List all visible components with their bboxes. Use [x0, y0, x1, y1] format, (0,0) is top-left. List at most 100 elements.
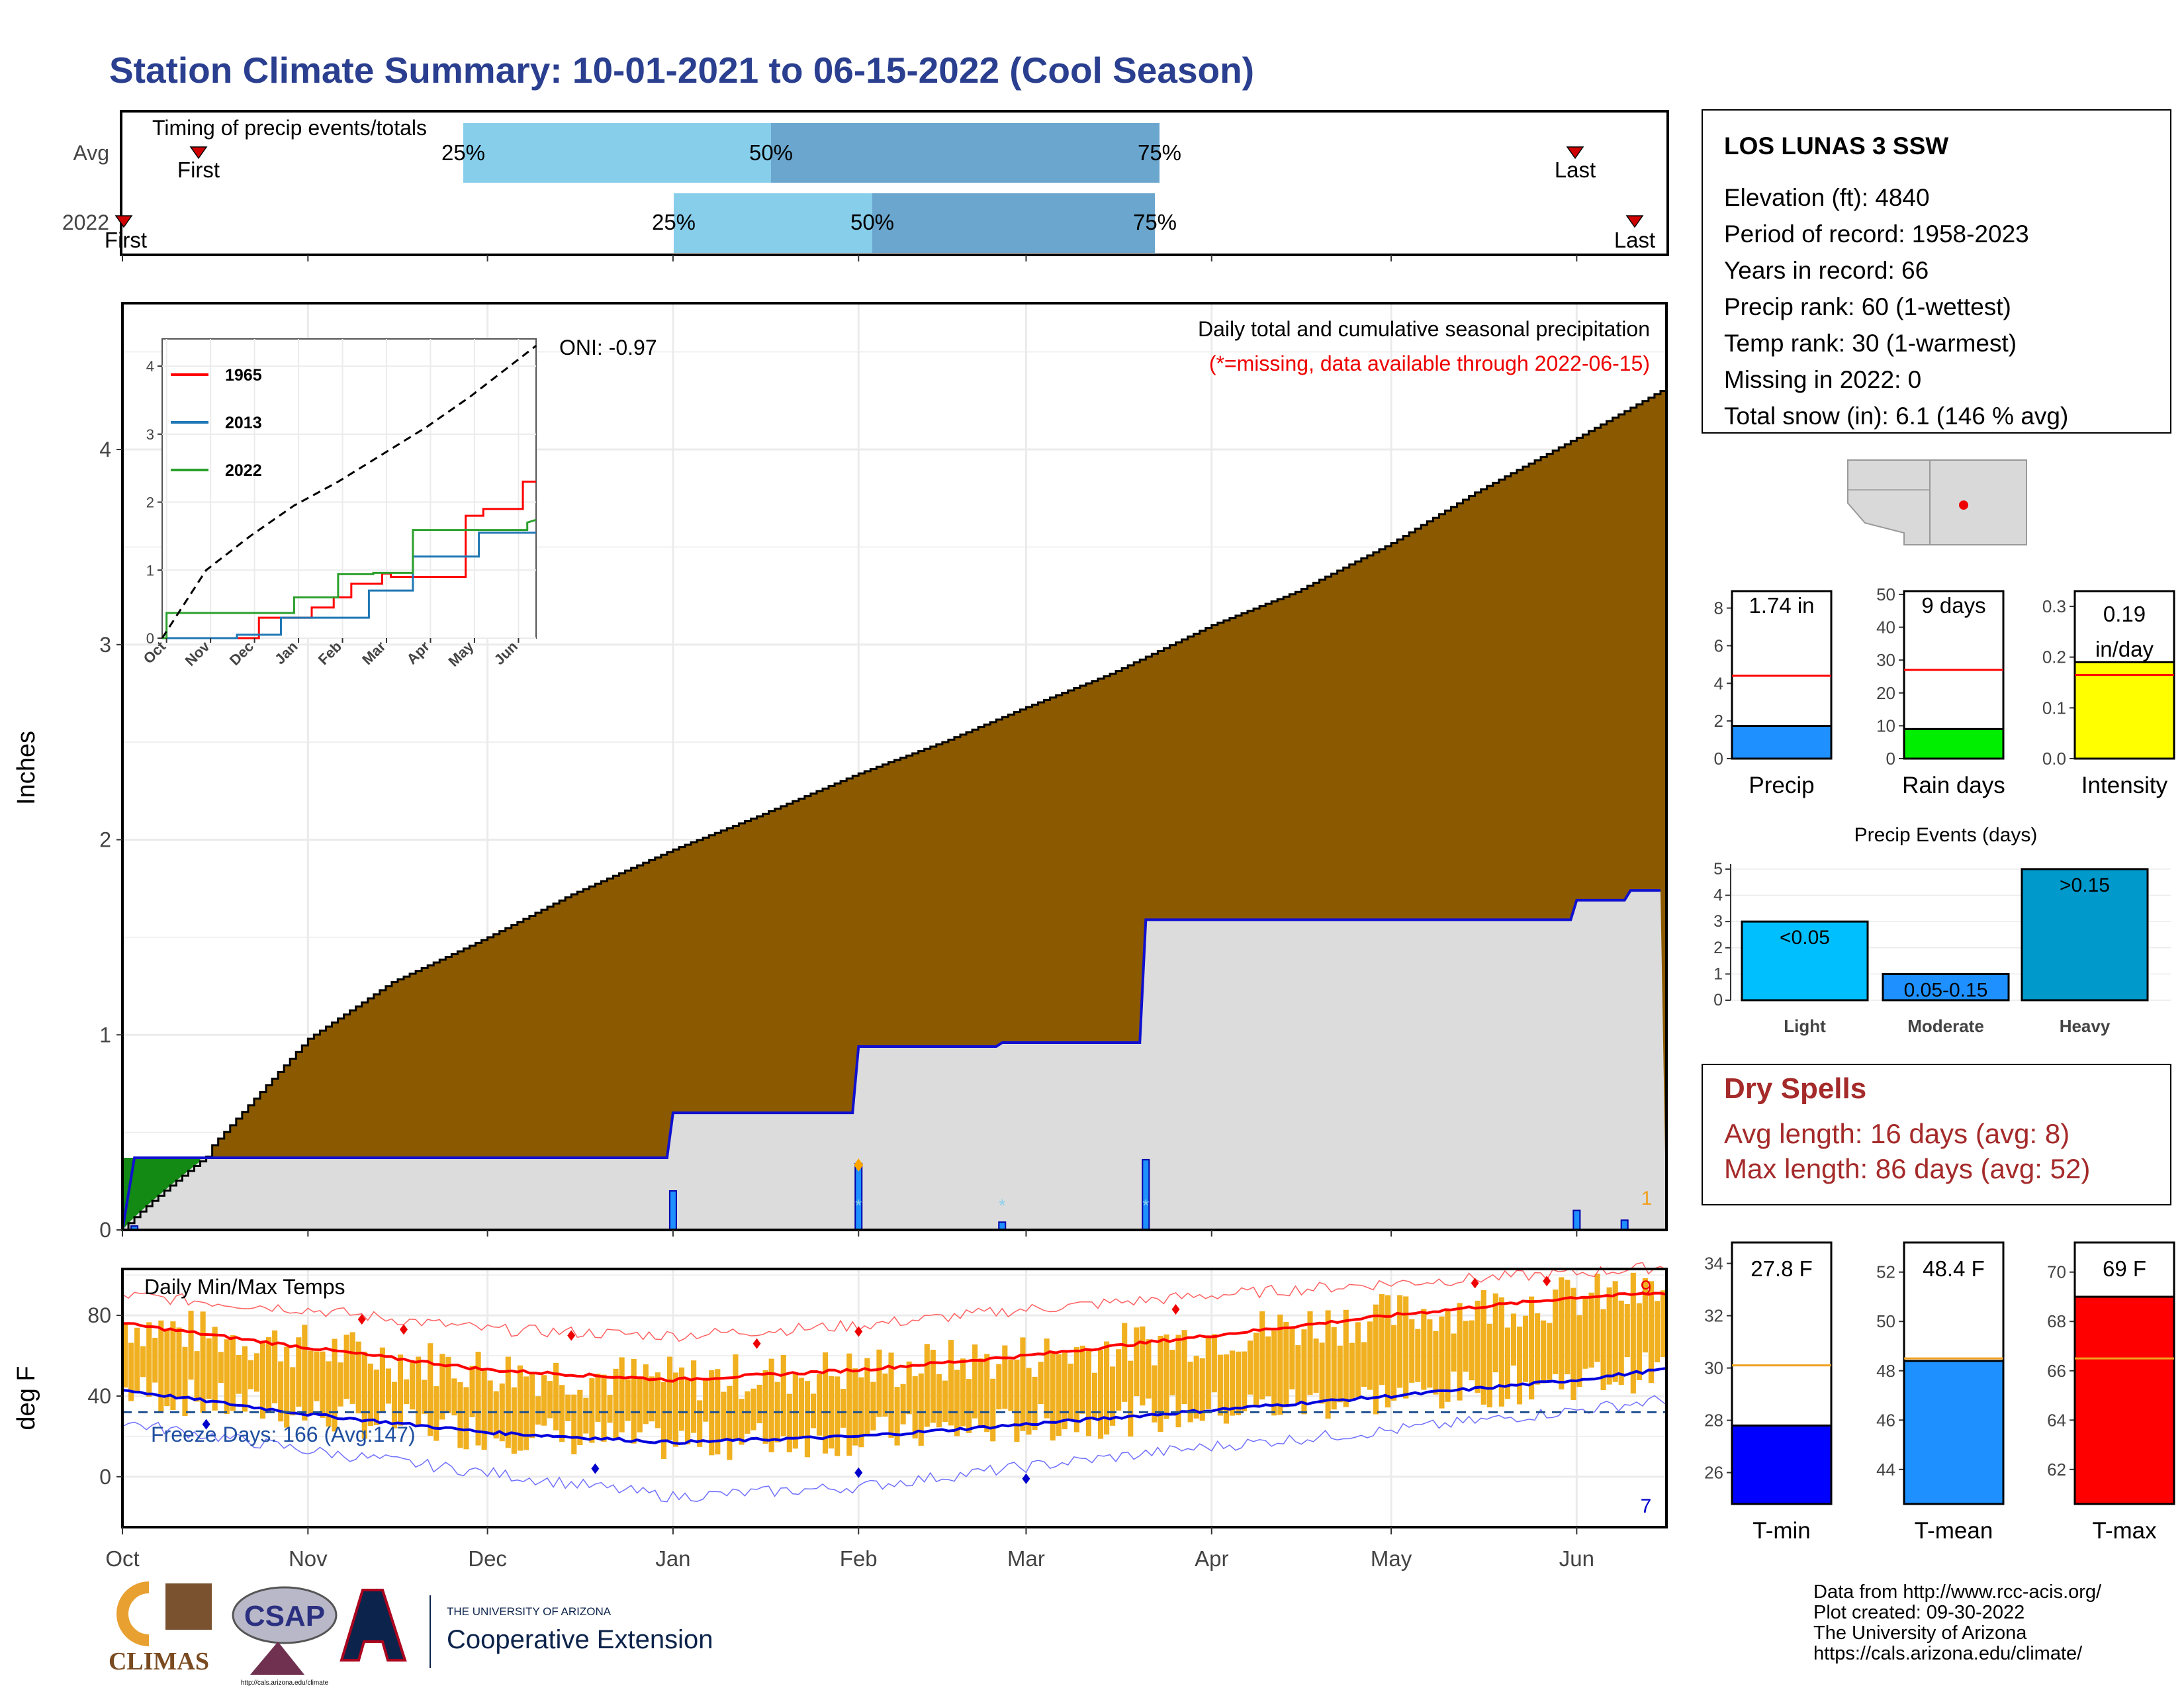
daily-temp-bar: [829, 1376, 835, 1449]
daily-temp-bar: [1355, 1322, 1361, 1397]
daily-temp-bar: [631, 1358, 637, 1444]
daily-temp-bar: [649, 1376, 655, 1422]
daily-temp-bar: [487, 1380, 493, 1433]
daily-temp-bar: [1068, 1363, 1073, 1421]
daily-temp-bar: [978, 1358, 984, 1427]
daily-temp-bar: [361, 1351, 367, 1439]
daily-temp-bar: [1140, 1326, 1146, 1406]
daily-temp-bar: [1522, 1315, 1529, 1382]
daily-temp-bar: [332, 1338, 338, 1432]
daily-temp-bar: [128, 1342, 134, 1401]
y2022-last-label: Last: [1614, 228, 1655, 252]
daily-temp-bar: [1433, 1331, 1439, 1395]
intensity-tick-label: 0.3: [2042, 596, 2066, 616]
daily-temp-bar: [1325, 1310, 1331, 1419]
daily-temp-bar: [1044, 1338, 1050, 1419]
daily-temp-bar: [1391, 1325, 1397, 1401]
tmean-value-text: 48.4 F: [1923, 1256, 1985, 1281]
daily-temp-bar: [1486, 1323, 1492, 1408]
tmax-label: T-max: [2092, 1518, 2157, 1544]
precip-y-tick-label: 1: [99, 1023, 111, 1047]
daily-temp-bar: [236, 1355, 242, 1394]
month-tick-label: May: [1371, 1546, 1412, 1571]
daily-temp-bar: [1559, 1277, 1565, 1389]
daily-temp-bar: [1397, 1295, 1403, 1388]
daily-temp-bar: [1175, 1335, 1181, 1428]
csap-logo: CSAP http://cals.arizona.edu/climate: [232, 1586, 338, 1687]
station-detail-line: Precip rank: 60 (1-wettest): [1724, 293, 2011, 320]
csap-mountain: [250, 1642, 304, 1675]
temp-y-title: deg F: [13, 1366, 40, 1430]
rain_days-tick-label: 40: [1876, 618, 1895, 637]
daily-temp-bar: [433, 1386, 439, 1441]
tmin-frame: [1731, 1241, 1833, 1505]
intensity-value-bar: [2073, 661, 2175, 760]
month-tick-label: Mar: [1007, 1546, 1045, 1571]
events-bar-label: 0.05-0.15: [1904, 979, 1988, 1001]
daily-temp-bar: [451, 1378, 457, 1416]
daily-temp-bar: [1014, 1359, 1020, 1442]
record-high-marker-icon: [357, 1314, 366, 1325]
daily-temp-bar: [1636, 1303, 1642, 1380]
daily-temp-bar: [320, 1351, 326, 1418]
climas-mark: [165, 1583, 212, 1630]
precip-y-tick-label: 3: [99, 633, 111, 657]
daily-temp-bar: [475, 1352, 481, 1446]
inset-grid: [162, 339, 536, 639]
precip-tick-label: 0: [1714, 749, 1723, 769]
daily-temp-bar: [1606, 1287, 1612, 1385]
precip-y-axis: 0 1 2 3 4: [99, 438, 122, 1242]
daily-temp-bar: [242, 1346, 248, 1412]
daily-temp-bar: [1612, 1281, 1618, 1382]
precip-corner-count: 1: [1641, 1188, 1653, 1209]
daily-temp-bar: [253, 1353, 260, 1392]
daily-temp-bar: [1026, 1368, 1032, 1435]
tmean-tick-label: 46: [1876, 1410, 1895, 1430]
daily-temp-bar: [367, 1363, 373, 1427]
snow-asterisk-icon: *: [1142, 1196, 1149, 1215]
record-low-marker-icon: [854, 1467, 863, 1478]
daily-temp-bar: [571, 1394, 577, 1454]
daily-temp-bar: [1038, 1362, 1044, 1405]
daily-temp-bar: [200, 1311, 206, 1413]
daily-temp-bar: [948, 1340, 954, 1426]
daily-temp-bar: [385, 1368, 392, 1404]
month-axis: Oct Nov Dec Jan Feb Mar Apr May Jun: [105, 255, 1594, 1571]
daily-temp-bar: [1361, 1342, 1367, 1387]
precip-frame: [121, 302, 1668, 1231]
tmax-tick-label: 68: [2047, 1311, 2066, 1331]
daily-temp-bar: [559, 1385, 565, 1442]
daily-temp-bar: [314, 1351, 320, 1401]
tmean-value-bar: [1903, 1360, 2005, 1505]
timing-title: Timing of precip events/totals: [152, 116, 427, 140]
daily-temp-bar: [1654, 1301, 1661, 1363]
daily-temp-bar: [835, 1376, 841, 1456]
daily-temp-bar: [672, 1372, 679, 1447]
climas-sun-arc: [116, 1581, 150, 1646]
daily-temp-bar: [1594, 1274, 1600, 1362]
footer-url: https://cals.arizona.edu/climate/: [1813, 1643, 2083, 1664]
rain_days-tick-label: 50: [1876, 585, 1895, 604]
events-tick-label: 4: [1713, 886, 1723, 905]
daily-temp-bar: [463, 1387, 469, 1450]
inset-frame: [161, 338, 537, 639]
csap-url: http://cals.arizona.edu/climate: [241, 1679, 329, 1687]
daily-temp-bar: [1146, 1339, 1152, 1399]
y2022-cumulative-line: [121, 889, 1661, 1231]
daily-temp-bar: [1385, 1295, 1391, 1408]
cold-count: 7: [1641, 1495, 1652, 1517]
daily-temp-bar: [1427, 1319, 1433, 1388]
daily-temp-bar: [404, 1379, 410, 1405]
daily-temp-bar: [1152, 1365, 1158, 1423]
daily-temp-bar: [499, 1383, 505, 1442]
daily-temp-bar: [1295, 1345, 1301, 1404]
daily-temp-bar: [619, 1357, 625, 1432]
record-low-marker-icon: [1022, 1473, 1030, 1484]
daily-temp-bar: [822, 1352, 829, 1454]
daily-temp-bar: [1463, 1321, 1469, 1372]
daily-temp-bar: [1253, 1333, 1259, 1407]
daily-temp-bar: [990, 1378, 996, 1442]
inset-series-2022: [162, 518, 537, 639]
daily-temp-bar: [936, 1374, 942, 1428]
